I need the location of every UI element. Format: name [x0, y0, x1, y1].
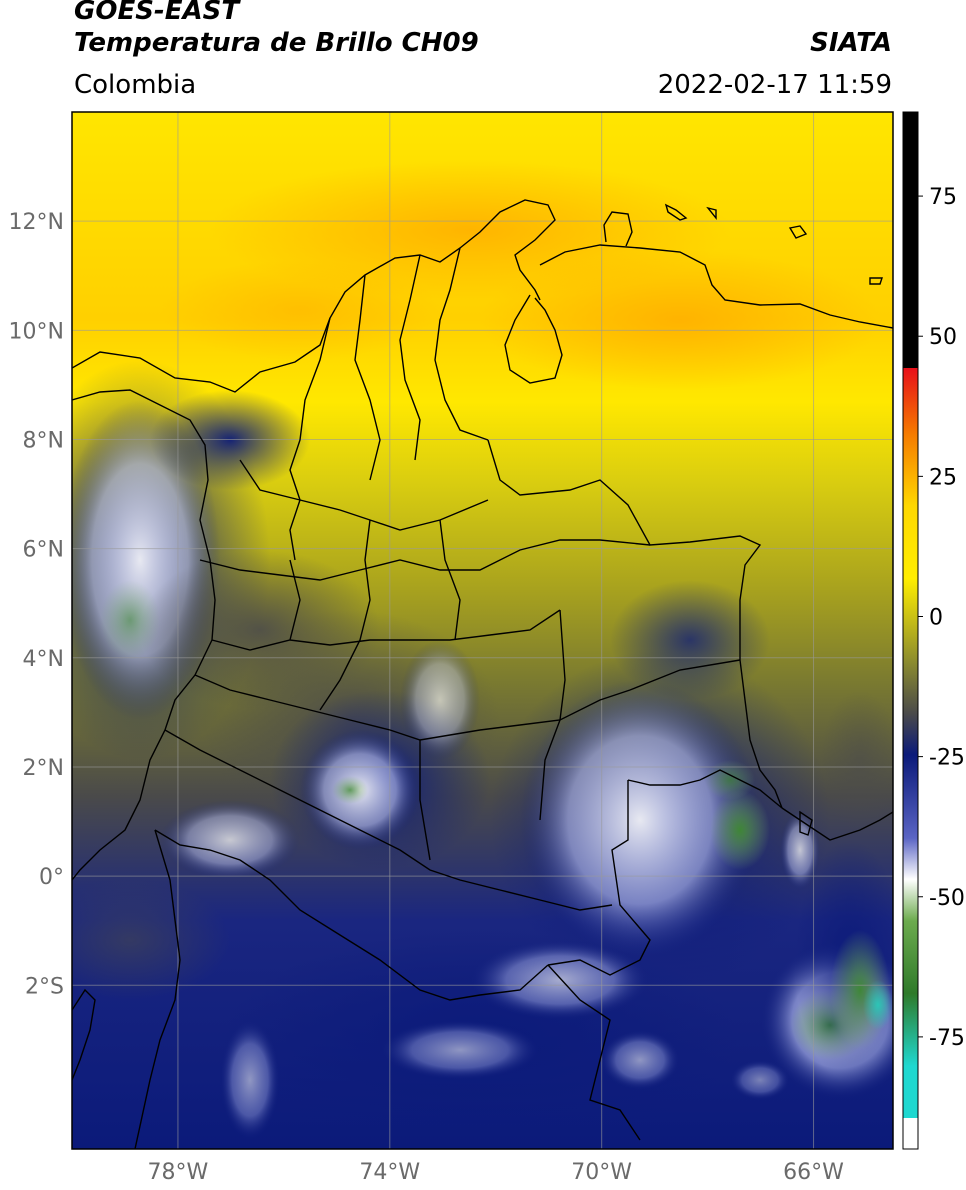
- lat-tick-label: 12°N: [9, 210, 64, 235]
- internal-dept-4: [434, 247, 489, 441]
- border-colombia-venezuela: [487, 439, 783, 809]
- colorbar-tick-label: 50: [929, 325, 957, 350]
- colorbar: 75 50 25 0 -25 -50 -75: [902, 111, 965, 1150]
- lon-tick-label: 78°W: [148, 1160, 209, 1185]
- lat-tick-label: 10°N: [9, 319, 64, 344]
- island-aruba: [706, 206, 717, 220]
- internal-dept-15: [289, 499, 301, 561]
- internal-dept-12: [289, 559, 301, 641]
- lon-tick-label: 70°W: [571, 1160, 632, 1185]
- island-orinoco-delta: [799, 810, 813, 836]
- internal-dept-8: [194, 659, 741, 741]
- border-peru-brazil: [547, 964, 641, 1141]
- internal-dept-5: [239, 459, 489, 531]
- coastline-caribbean: [72, 199, 556, 393]
- product-title: Temperatura de Brillo CH09: [74, 28, 479, 58]
- internal-dept-7: [211, 609, 561, 651]
- satellite-title: GOES-EAST: [74, 0, 240, 26]
- datetime-label: 2022-02-17 11:59: [657, 70, 892, 100]
- internal-dept-13: [319, 519, 371, 711]
- coastline-peru: [72, 988, 96, 1081]
- border-venezuela-brazil: [781, 807, 893, 841]
- coastline-pacific: [72, 389, 216, 881]
- coastline-paraguana: [603, 211, 633, 247]
- graticule: [72, 112, 893, 1149]
- internal-dept-3: [399, 254, 421, 461]
- latitude-axis: 12°N 10°N 8°N 6°N 4°N 2°N 0° 2°S: [9, 210, 64, 999]
- colorbar-ramp: [903, 112, 918, 1149]
- internal-dept-9: [164, 729, 613, 911]
- border-colombia-venezuela-south: [627, 769, 783, 809]
- island-curacao: [664, 203, 688, 221]
- island-margarita: [788, 225, 808, 239]
- agency-label: SIATA: [810, 28, 892, 58]
- lon-tick-label: 66°W: [783, 1160, 844, 1185]
- colorbar-tick-label: 0: [929, 605, 943, 630]
- coastline-lake-maracaibo: [504, 294, 563, 384]
- brightness-temperature-field: [72, 112, 893, 1149]
- lon-tick-label: 74°W: [359, 1160, 420, 1185]
- colorbar-ticks: 75 50 25 0 -25 -50 -75: [918, 185, 965, 1051]
- internal-dept-2: [354, 274, 381, 481]
- colorbar-tick-label: 25: [929, 465, 957, 490]
- lat-tick-label: 4°N: [23, 647, 64, 672]
- longitude-axis: 78°W 74°W 70°W 66°W: [148, 1160, 845, 1185]
- lat-tick-label: 0°: [39, 865, 64, 890]
- map-frame: [71, 111, 894, 1150]
- internal-dept-6: [199, 539, 651, 581]
- internal-dept-10: [419, 740, 431, 861]
- lat-tick-label: 2°N: [23, 756, 64, 781]
- border-colombia-peru-ecuador: [154, 829, 549, 1001]
- colorbar-tick-label: -50: [929, 886, 965, 911]
- border-colombia-brazil: [547, 780, 651, 976]
- internal-dept-11: [539, 609, 566, 821]
- internal-dept-14: [439, 519, 461, 641]
- island-trinidad: [869, 277, 883, 285]
- region-label: Colombia: [74, 70, 197, 100]
- coastline-venezuela: [539, 244, 893, 329]
- internal-dept-1: [289, 317, 331, 501]
- colorbar-tick-label: -25: [929, 746, 965, 771]
- coastline-and-borders: [72, 199, 893, 1149]
- colorbar-frame: [902, 111, 919, 1150]
- lat-tick-label: 2°S: [25, 974, 64, 999]
- lat-tick-label: 6°N: [23, 538, 64, 563]
- colorbar-tick-label: -75: [929, 1026, 965, 1051]
- lat-tick-label: 8°N: [23, 428, 64, 453]
- colorbar-tick-label: 75: [929, 185, 957, 210]
- border-ecuador-peru: [134, 829, 181, 1149]
